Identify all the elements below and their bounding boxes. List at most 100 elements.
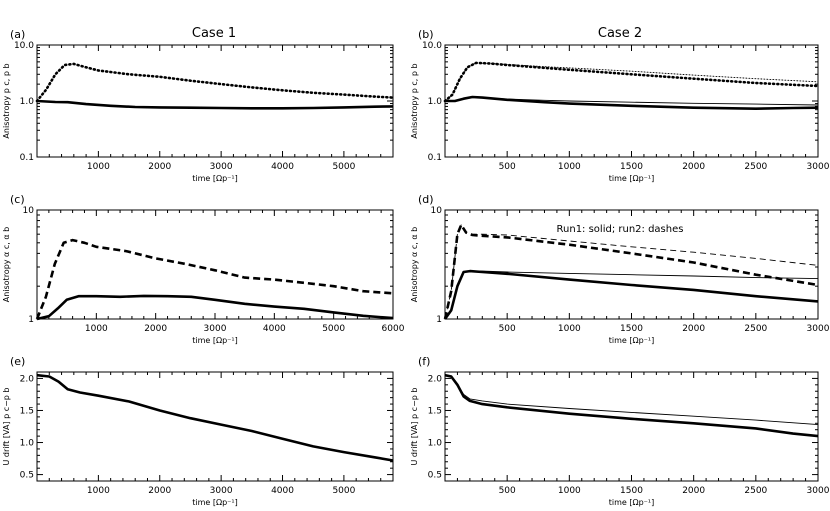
y-tick-label-e-2: 1.5 (20, 406, 34, 416)
series-line-d-3 (444, 224, 819, 320)
x-tick-label-b-2: 1500 (620, 162, 643, 172)
x-tick-label-d-3: 2000 (682, 324, 705, 334)
panel-id-b: (b) (418, 28, 434, 41)
x-axis-label-a: time [Ωp⁻¹] (192, 174, 237, 183)
x-axis-label-c: time [Ωp⁻¹] (192, 336, 237, 345)
x-tick-label-a-0: 1000 (87, 162, 110, 172)
plot-frame-f (444, 371, 819, 482)
x-axis-label-e: time [Ωp⁻¹] (192, 498, 237, 507)
y-tick-label-c-1: 10 (23, 206, 35, 216)
x-tick-label-e-0: 1000 (87, 486, 110, 496)
x-tick-label-d-5: 3000 (807, 324, 830, 334)
panel-a: 1000 2000 3000 4000 5000 0.1 1.0 10.0 time [Ωp⁻¹… (2, 28, 395, 183)
x-tick-label-b-0: 500 (499, 162, 516, 172)
x-tick-label-e-2: 3000 (210, 486, 233, 496)
x-tick-label-f-5: 3000 (807, 486, 830, 496)
series-line-f-1 (444, 374, 819, 426)
x-tick-label-c-3: 4000 (263, 324, 286, 334)
series-line-b-3 (444, 62, 819, 102)
y-tick-label-b-2: 10.0 (422, 41, 442, 51)
x-tick-label-d-4: 2500 (744, 324, 767, 334)
x-tick-label-a-3: 4000 (271, 162, 294, 172)
panel-d-note: Run1: solid; run2: dashes (557, 224, 684, 235)
x-tick-label-f-2: 1500 (620, 486, 643, 496)
plot-frame-a (36, 44, 394, 158)
x-axis-label-b: time [Ωp⁻¹] (609, 174, 654, 183)
y-tick-label-e-3: 2.0 (20, 374, 35, 384)
series-line-d-0 (443, 269, 819, 320)
y-tick-label-d-0: 1 (436, 315, 442, 325)
x-axis-label-d: time [Ωp⁻¹] (609, 336, 654, 345)
y-tick-label-a-2: 10.0 (14, 41, 34, 51)
x-tick-label-d-2: 1500 (620, 324, 643, 334)
series-line-c-0 (36, 294, 394, 321)
y-tick-label-a-1: 1.0 (20, 97, 35, 107)
series-line-a-1 (35, 62, 395, 103)
plot-frame-b (444, 44, 819, 158)
y-tick-label-a-0: 0.1 (20, 153, 34, 163)
x-tick-label-c-0: 1000 (85, 324, 108, 334)
x-tick-label-a-1: 2000 (148, 162, 171, 172)
panel-id-c: (c) (10, 193, 25, 206)
x-tick-label-b-3: 2000 (682, 162, 705, 172)
x-tick-label-c-4: 5000 (322, 324, 345, 334)
x-tick-label-c-1: 2000 (144, 324, 167, 334)
y-axis-label-a: Anisotropy p c, p b (2, 63, 11, 138)
x-tick-label-f-3: 2000 (682, 486, 705, 496)
y-axis-label-d: Anisotropy α c, α b (410, 227, 419, 303)
panel-id-f: (f) (418, 355, 430, 368)
series-line-b-2 (443, 61, 820, 103)
series-line-d-1 (444, 270, 819, 320)
case2-title: Case 2 (598, 26, 642, 41)
x-tick-label-e-4: 5000 (332, 486, 355, 496)
case1-title: Case 1 (192, 26, 236, 41)
y-tick-label-f-0: 0.5 (428, 471, 442, 481)
x-tick-label-b-5: 3000 (807, 162, 830, 172)
y-tick-label-e-1: 1.0 (20, 439, 35, 449)
y-tick-label-b-0: 0.1 (428, 153, 442, 163)
plot-frame-c (36, 209, 394, 320)
panel-b: 500 1000 1500 2000 2500 3000 0.1 1.0 10.0 time [Ω… (410, 28, 830, 183)
x-tick-label-d-1: 1000 (558, 324, 581, 334)
x-axis-label-f: time [Ωp⁻¹] (609, 498, 654, 507)
series-line-c-1 (35, 238, 394, 320)
x-tick-label-c-5: 6000 (382, 324, 405, 334)
series-line-a-0 (36, 99, 394, 110)
series-line-d-2 (443, 223, 819, 320)
x-tick-label-e-1: 2000 (148, 486, 171, 496)
series-line-f-0 (444, 373, 819, 438)
x-tick-label-e-3: 4000 (271, 486, 294, 496)
panel-id-a: (a) (10, 28, 25, 41)
x-tick-label-c-2: 3000 (204, 324, 227, 334)
panel-e: 1000 2000 3000 4000 5000 0.5 1.0 1.5 2.0 time [Ωp… (2, 355, 394, 507)
panel-c: 1000 2000 3000 4000 5000 6000 1 10 time [Ωp⁻¹] An… (2, 193, 405, 345)
y-axis-label-b: Anisotropy p c, p b (410, 63, 419, 138)
x-tick-label-b-1: 1000 (558, 162, 581, 172)
panel-f: 500 1000 1500 2000 2500 3000 0.5 1.0 1.5 2.0 time … (410, 355, 830, 507)
x-tick-label-f-4: 2500 (744, 486, 767, 496)
x-tick-label-f-0: 500 (499, 486, 516, 496)
y-axis-label-f: U drift [VA] p c−p b (410, 388, 419, 466)
y-tick-label-e-0: 0.5 (20, 471, 34, 481)
panel-d: 500 1000 1500 2000 2500 3000 1 10 time [Ωp⁻¹] Ani… (410, 193, 830, 345)
plot-frame-e (36, 371, 394, 482)
y-axis-label-c: Anisotropy α c, α b (2, 227, 11, 303)
y-tick-label-f-1: 1.0 (428, 439, 443, 449)
panel-id-e: (e) (10, 355, 25, 368)
y-tick-label-f-2: 1.5 (428, 406, 442, 416)
panels-group: 1000 2000 3000 4000 5000 0.1 1.0 10.0 time [Ωp⁻¹… (2, 28, 830, 507)
x-tick-label-a-2: 3000 (210, 162, 233, 172)
y-axis-label-e: U drift [VA] p c−p b (2, 388, 11, 466)
y-tick-label-c-0: 1 (28, 315, 34, 325)
x-tick-label-a-4: 5000 (332, 162, 355, 172)
series-line-e-0 (36, 373, 394, 462)
y-tick-label-d-1: 10 (431, 206, 443, 216)
x-tick-label-f-1: 1000 (558, 486, 581, 496)
y-tick-label-b-1: 1.0 (428, 97, 443, 107)
panel-id-d: (d) (418, 193, 434, 206)
y-tick-label-f-3: 2.0 (428, 374, 443, 384)
x-tick-label-d-0: 500 (499, 324, 516, 334)
x-tick-label-b-4: 2500 (744, 162, 767, 172)
series-line-b-1 (445, 96, 819, 106)
